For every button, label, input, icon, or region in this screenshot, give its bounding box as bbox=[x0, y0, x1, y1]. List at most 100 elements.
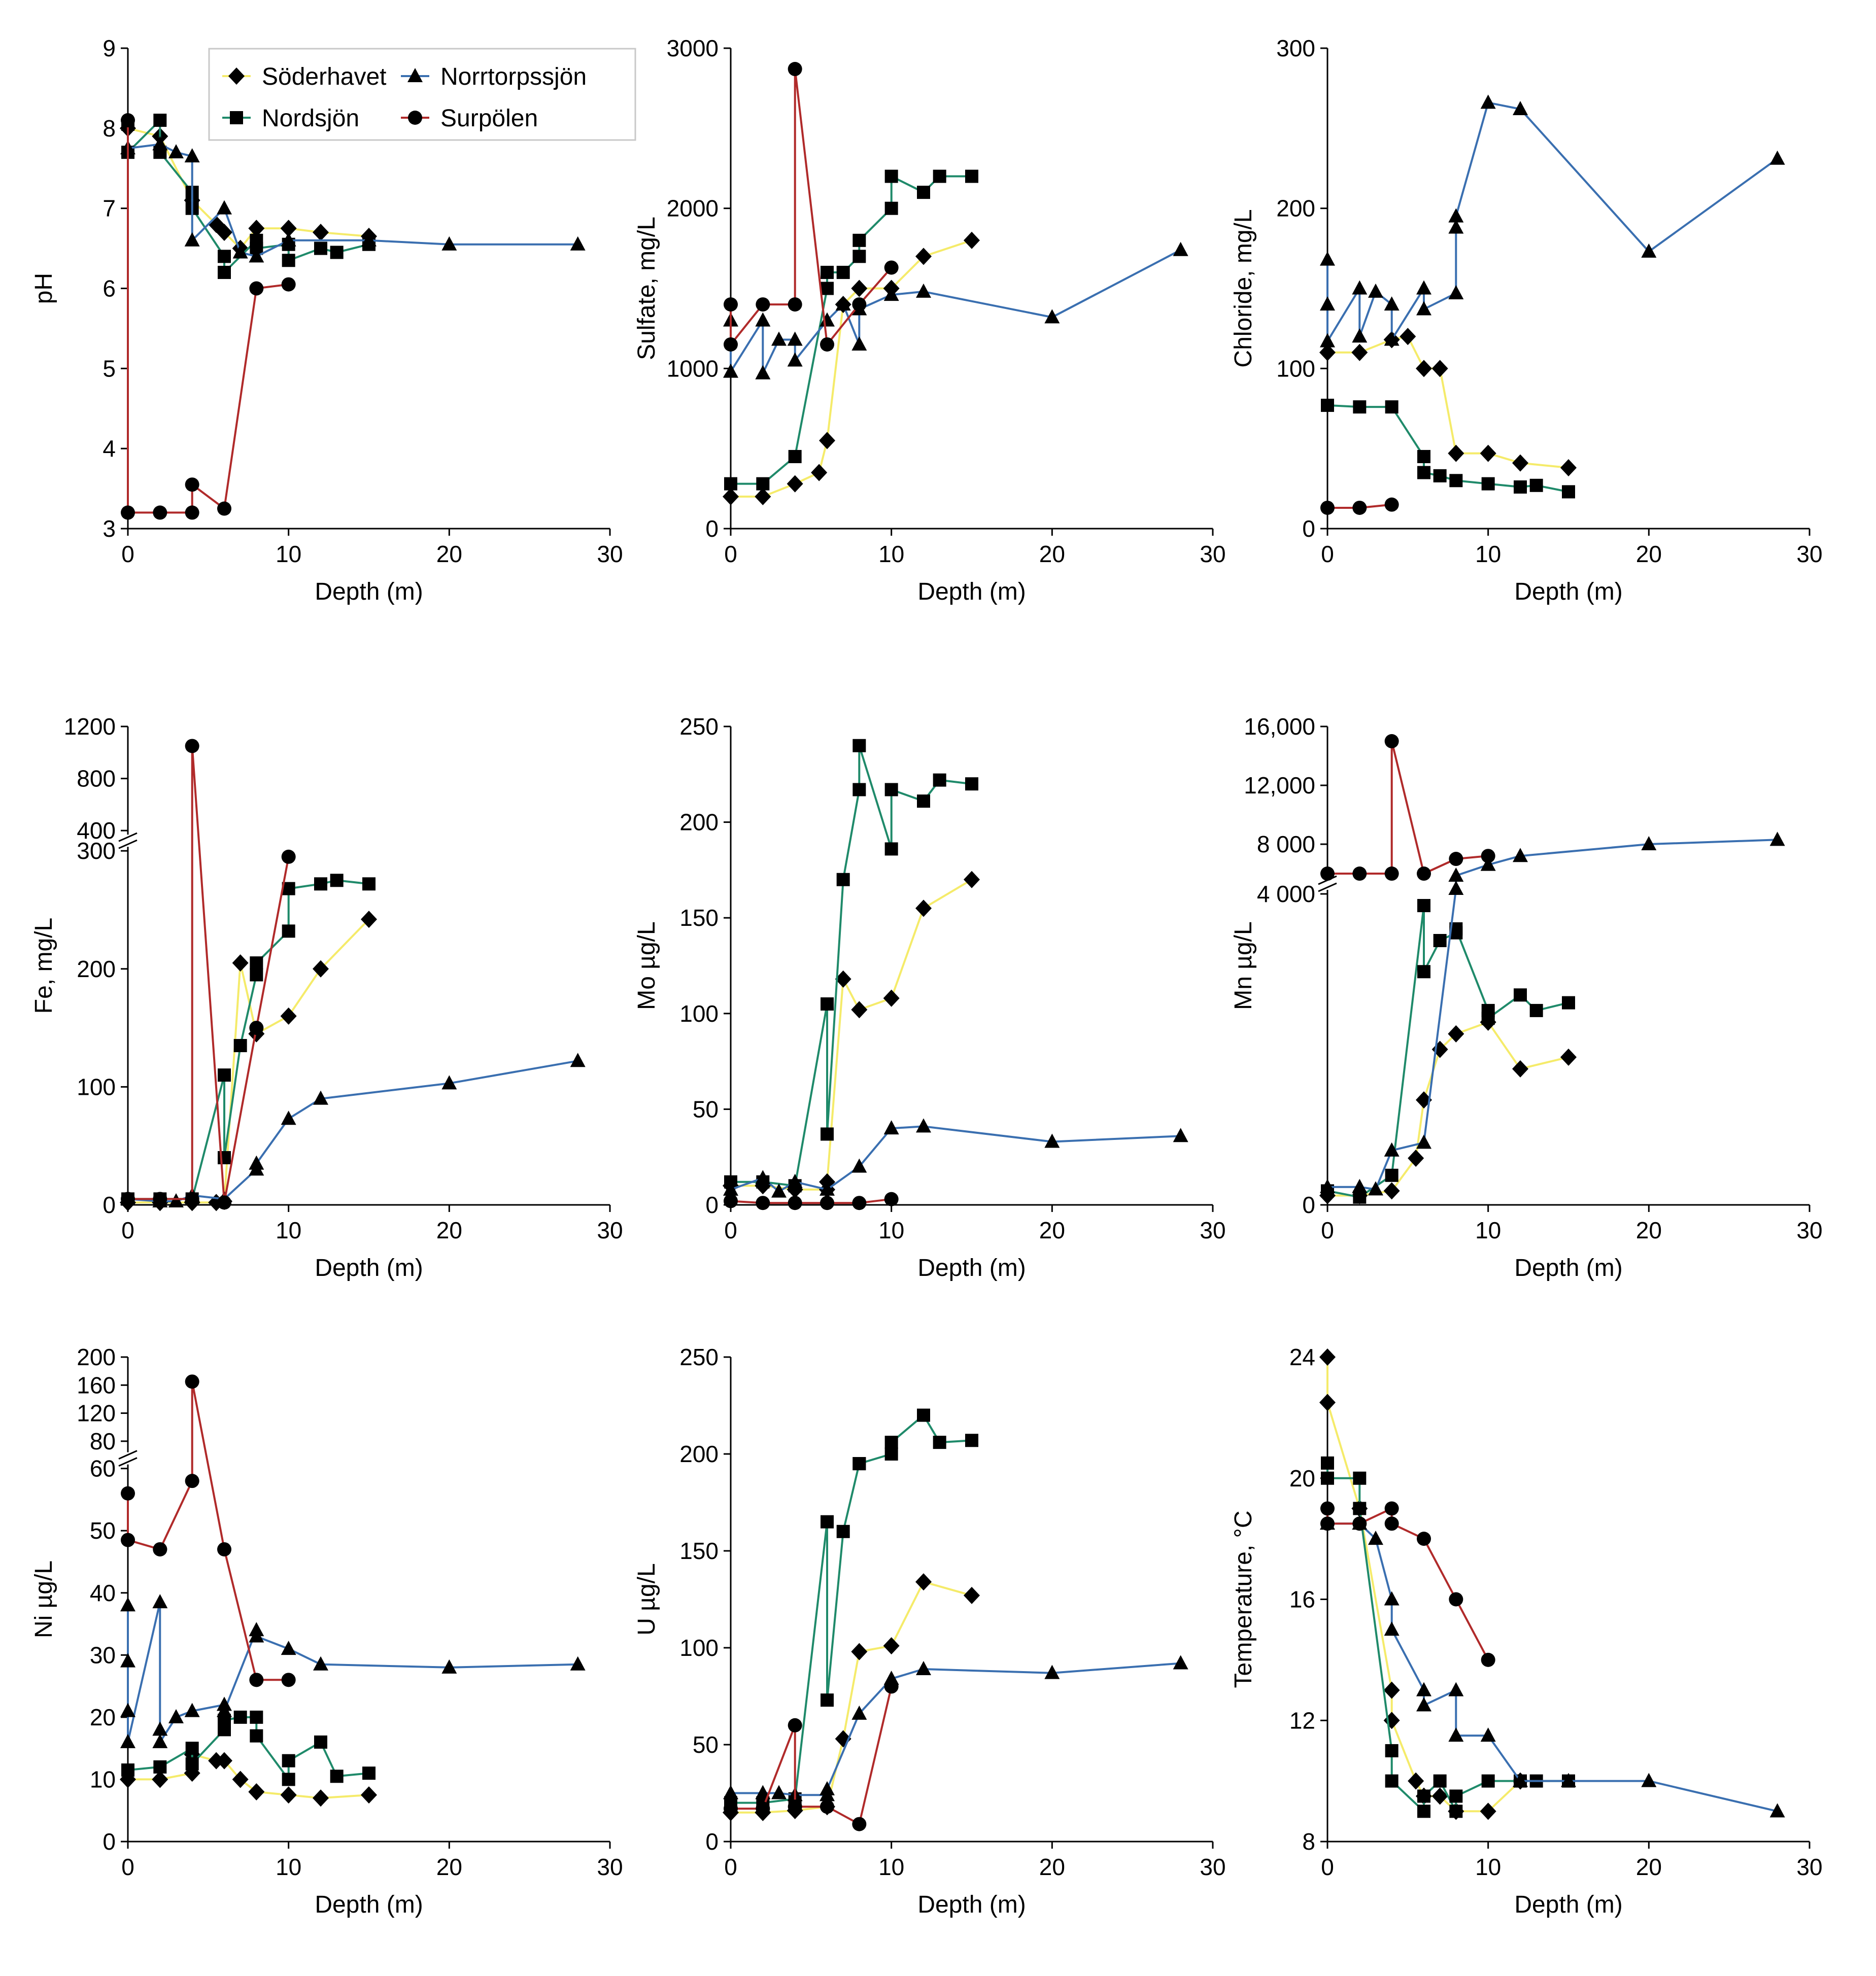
data-point bbox=[1560, 1048, 1577, 1066]
data-point bbox=[933, 1436, 946, 1449]
data-point bbox=[152, 1734, 168, 1748]
data-point bbox=[1562, 485, 1575, 499]
data-point bbox=[330, 874, 344, 887]
y-tick-label: 0 bbox=[1302, 1192, 1315, 1218]
series-line-norrtorpssjon bbox=[730, 1125, 1181, 1193]
data-point bbox=[884, 260, 899, 275]
data-point bbox=[1319, 343, 1336, 361]
data-point bbox=[1408, 1150, 1424, 1167]
data-point bbox=[232, 954, 249, 972]
data-point bbox=[1480, 856, 1496, 871]
data-point bbox=[852, 1457, 866, 1471]
x-tick-label: 10 bbox=[878, 1854, 904, 1880]
data-point bbox=[153, 1542, 167, 1556]
data-point bbox=[851, 336, 867, 351]
data-point bbox=[756, 1801, 770, 1816]
legend-marker bbox=[408, 111, 422, 125]
data-point bbox=[1417, 866, 1431, 881]
series-norrtorpssjon bbox=[1320, 94, 1785, 348]
data-point bbox=[152, 1771, 168, 1788]
data-point bbox=[788, 1799, 802, 1814]
x-axis-title: Depth (m) bbox=[1514, 578, 1622, 605]
data-point bbox=[232, 1771, 249, 1788]
data-point bbox=[281, 1641, 296, 1655]
data-point bbox=[1513, 1773, 1528, 1787]
data-point bbox=[1449, 1592, 1463, 1607]
series-norrtorpssjon bbox=[723, 1118, 1188, 1198]
data-point bbox=[282, 1754, 295, 1767]
y-tick-label: 150 bbox=[679, 905, 719, 931]
x-axis-title: Depth (m) bbox=[917, 578, 1026, 605]
series-line-soderhavet bbox=[731, 1581, 972, 1814]
series-line-norrtorpssjon bbox=[730, 249, 1181, 374]
y-tick-label: 0 bbox=[705, 515, 719, 542]
data-point bbox=[1416, 360, 1432, 377]
data-point bbox=[1561, 1773, 1576, 1787]
data-point bbox=[787, 331, 803, 346]
data-point bbox=[1321, 398, 1334, 412]
data-point bbox=[883, 989, 900, 1007]
data-point bbox=[964, 1586, 980, 1604]
data-point bbox=[1449, 1805, 1463, 1818]
data-point bbox=[280, 1007, 297, 1025]
y-tick-label: 6 bbox=[103, 275, 116, 302]
data-point bbox=[1481, 849, 1495, 863]
data-point bbox=[1416, 1682, 1431, 1696]
x-tick-label: 10 bbox=[276, 541, 301, 567]
data-point bbox=[821, 997, 834, 1011]
x-tick-label: 20 bbox=[436, 1854, 462, 1880]
y-axis-title: Mo µg/L bbox=[633, 921, 660, 1010]
data-point bbox=[570, 1053, 586, 1067]
data-point bbox=[851, 1158, 867, 1173]
data-point bbox=[1400, 328, 1416, 345]
data-point bbox=[1562, 996, 1575, 1010]
data-point bbox=[1044, 309, 1060, 324]
y-tick-label: 150 bbox=[679, 1538, 719, 1564]
x-tick-label: 0 bbox=[724, 1217, 737, 1243]
data-point bbox=[281, 1673, 296, 1687]
data-point bbox=[1641, 1773, 1657, 1787]
legend-marker bbox=[407, 68, 423, 82]
y-tick-label: 4 000 bbox=[1257, 881, 1315, 907]
data-point bbox=[836, 1524, 850, 1538]
data-point bbox=[280, 1786, 297, 1804]
y-tick-label: 10 bbox=[90, 1766, 116, 1792]
y-axis-title: Fe, mg/L bbox=[30, 918, 57, 1014]
data-point bbox=[916, 283, 931, 298]
data-point bbox=[1320, 1178, 1335, 1193]
series-surpolen bbox=[724, 62, 899, 352]
data-point bbox=[852, 1817, 867, 1831]
axis-break-mark bbox=[118, 1457, 138, 1467]
data-point bbox=[1044, 1133, 1060, 1148]
y-axis-title: Ni µg/L bbox=[30, 1561, 57, 1638]
data-point bbox=[788, 1718, 802, 1732]
y-tick-label: 9 bbox=[103, 35, 116, 61]
data-point bbox=[836, 265, 850, 279]
series-line-surpolen bbox=[730, 68, 893, 345]
data-point bbox=[821, 1127, 834, 1141]
series-surpolen bbox=[1320, 1501, 1495, 1667]
data-point bbox=[1385, 400, 1399, 414]
data-point bbox=[281, 277, 296, 292]
data-point bbox=[820, 1181, 835, 1196]
y-tick-label: 200 bbox=[77, 1344, 116, 1370]
x-tick-label: 0 bbox=[121, 1217, 134, 1243]
data-point bbox=[787, 475, 803, 493]
data-point bbox=[820, 1196, 834, 1210]
series-line-nordsjon bbox=[1326, 1463, 1568, 1813]
x-tick-label: 10 bbox=[1475, 541, 1501, 567]
data-point bbox=[1416, 280, 1431, 295]
data-point bbox=[184, 232, 200, 247]
axis-break-mark bbox=[118, 832, 138, 842]
series-norrtorpssjon bbox=[723, 1655, 1188, 1801]
data-point bbox=[121, 1533, 135, 1547]
data-point bbox=[313, 1090, 328, 1105]
data-point bbox=[820, 312, 835, 327]
y-tick-label: 50 bbox=[693, 1096, 719, 1122]
data-point bbox=[821, 265, 834, 279]
x-axis-title: Depth (m) bbox=[315, 1255, 423, 1281]
data-point bbox=[852, 250, 866, 263]
data-point bbox=[1320, 333, 1335, 348]
x-tick-label: 20 bbox=[1039, 1217, 1065, 1243]
